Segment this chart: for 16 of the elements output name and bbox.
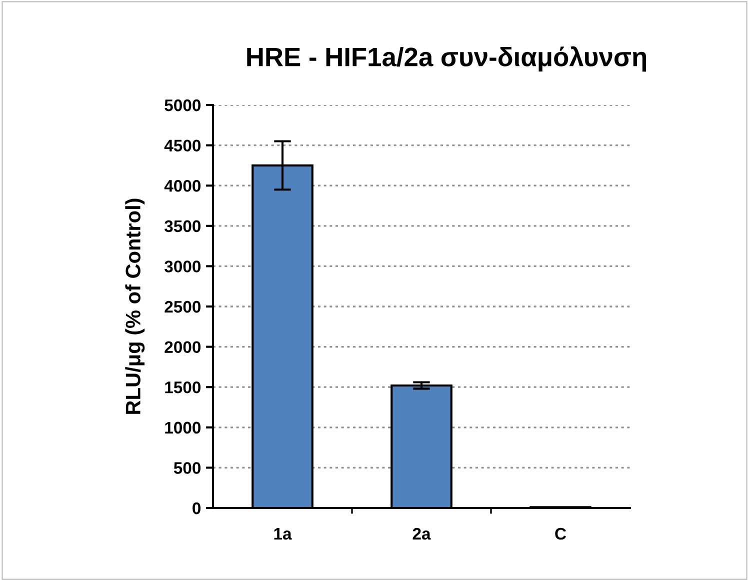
y-tick-label: 2000 <box>164 341 201 354</box>
y-tick-label: 5000 <box>164 99 201 112</box>
y-tick-label: 0 <box>192 502 201 514</box>
y-tick-label: 3000 <box>164 260 201 272</box>
x-tick-label: C <box>555 528 566 540</box>
chart-title: HRE - HIF1a/2a συν-διαμόλυνση <box>247 46 646 72</box>
y-tick-label: 4500 <box>164 140 201 152</box>
y-tick-label: 4000 <box>164 180 201 192</box>
y-axis-title: RLU/μg (% of Control) <box>125 198 145 414</box>
x-tick-label: 2a <box>412 528 431 540</box>
x-tick-label: 1a <box>274 528 292 540</box>
y-tick-label: 2500 <box>164 300 201 313</box>
y-tick-label: 1500 <box>165 382 201 394</box>
y-tick-label: 3500 <box>164 220 201 232</box>
y-tick-label: 1000 <box>165 422 201 434</box>
y-tick-label: 500 <box>174 462 201 474</box>
